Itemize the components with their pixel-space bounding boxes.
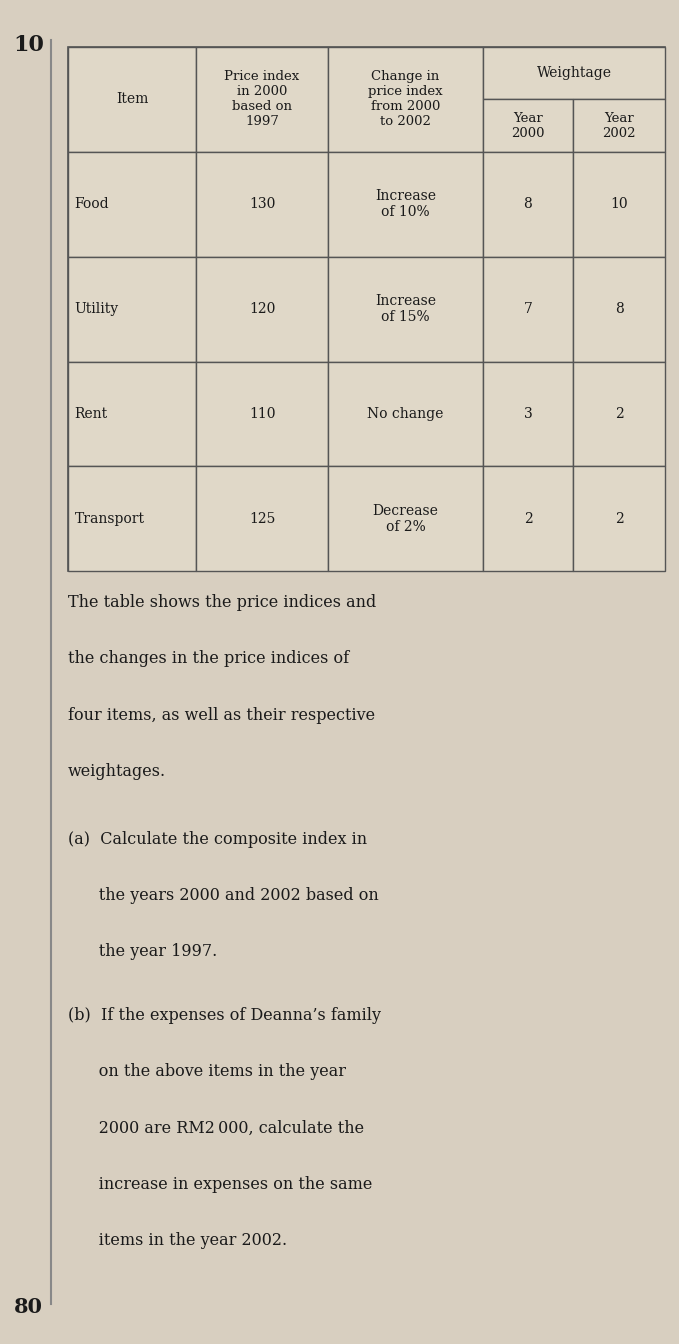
- Bar: [328, 152, 483, 257]
- Bar: [68, 257, 196, 362]
- Text: on the above items in the year: on the above items in the year: [68, 1063, 346, 1081]
- Bar: [196, 257, 328, 362]
- Text: 10: 10: [14, 34, 44, 55]
- Text: Year
2000: Year 2000: [511, 112, 545, 140]
- Bar: [483, 362, 573, 466]
- Text: 2: 2: [614, 512, 623, 526]
- Text: (b)  If the expenses of Deanna’s family: (b) If the expenses of Deanna’s family: [68, 1007, 381, 1024]
- Text: weightages.: weightages.: [68, 763, 166, 781]
- Bar: [573, 152, 665, 257]
- Text: 110: 110: [249, 407, 276, 421]
- Bar: [328, 47, 483, 152]
- Text: No change: No change: [367, 407, 443, 421]
- Text: four items, as well as their respective: four items, as well as their respective: [68, 707, 375, 724]
- Text: Increase
of 10%: Increase of 10%: [375, 190, 436, 219]
- Text: 2: 2: [524, 512, 532, 526]
- Text: 120: 120: [249, 302, 275, 316]
- Text: 2000 are RM2 000, calculate the: 2000 are RM2 000, calculate the: [68, 1120, 364, 1137]
- Text: Food: Food: [75, 198, 109, 211]
- Bar: [68, 466, 196, 571]
- Text: (a)  Calculate the composite index in: (a) Calculate the composite index in: [68, 831, 367, 848]
- Bar: [68, 47, 665, 571]
- Bar: [573, 362, 665, 466]
- Text: 8: 8: [614, 302, 623, 316]
- Bar: [573, 466, 665, 571]
- Text: increase in expenses on the same: increase in expenses on the same: [68, 1176, 372, 1193]
- Bar: [483, 99, 573, 152]
- Text: the year 1997.: the year 1997.: [68, 943, 217, 961]
- Text: 8: 8: [524, 198, 532, 211]
- Text: Utility: Utility: [75, 302, 119, 316]
- Bar: [483, 152, 573, 257]
- Text: Decrease
of 2%: Decrease of 2%: [373, 504, 439, 534]
- Text: The table shows the price indices and: The table shows the price indices and: [68, 594, 376, 612]
- Bar: [483, 466, 573, 571]
- Bar: [328, 466, 483, 571]
- Text: Price index
in 2000
based on
1997: Price index in 2000 based on 1997: [225, 70, 299, 129]
- Text: Transport: Transport: [75, 512, 145, 526]
- Bar: [196, 362, 328, 466]
- Text: Rent: Rent: [75, 407, 108, 421]
- Text: Year
2002: Year 2002: [602, 112, 636, 140]
- Text: Increase
of 15%: Increase of 15%: [375, 294, 436, 324]
- Text: 125: 125: [249, 512, 275, 526]
- Text: 2: 2: [614, 407, 623, 421]
- Bar: [573, 257, 665, 362]
- Bar: [328, 257, 483, 362]
- Bar: [68, 47, 196, 152]
- Text: items in the year 2002.: items in the year 2002.: [68, 1232, 287, 1250]
- Bar: [573, 99, 665, 152]
- Text: the changes in the price indices of: the changes in the price indices of: [68, 650, 349, 668]
- Bar: [68, 152, 196, 257]
- Text: Item: Item: [116, 93, 148, 106]
- Bar: [196, 152, 328, 257]
- Text: 80: 80: [14, 1297, 43, 1317]
- Bar: [196, 47, 328, 152]
- Text: the years 2000 and 2002 based on: the years 2000 and 2002 based on: [68, 887, 379, 905]
- Text: 7: 7: [524, 302, 532, 316]
- Bar: [68, 362, 196, 466]
- Bar: [483, 47, 665, 99]
- Bar: [196, 466, 328, 571]
- Text: Weightage: Weightage: [537, 66, 612, 81]
- Text: Change in
price index
from 2000
to 2002: Change in price index from 2000 to 2002: [368, 70, 443, 129]
- Text: 10: 10: [610, 198, 628, 211]
- Text: 3: 3: [524, 407, 532, 421]
- Text: 130: 130: [249, 198, 275, 211]
- Bar: [328, 362, 483, 466]
- Bar: [483, 257, 573, 362]
